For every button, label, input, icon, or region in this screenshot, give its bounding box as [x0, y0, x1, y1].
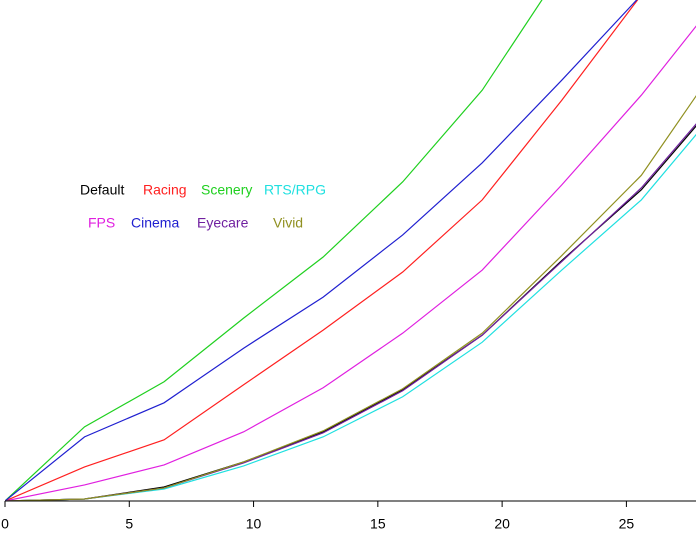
legend-entry: Scenery [201, 182, 252, 198]
series-line [5, 0, 639, 501]
x-tick-label: 5 [125, 516, 133, 532]
legend-entry: Vivid [273, 215, 303, 231]
x-tick-label: 15 [370, 516, 386, 532]
legend-entry: FPS [88, 215, 115, 231]
series-line [5, 25, 696, 501]
x-tick-label: 0 [1, 516, 9, 532]
legend-entry: Eyecare [197, 215, 249, 231]
series-line [5, 95, 696, 501]
x-tick-label: 20 [494, 516, 510, 532]
series-line [5, 0, 638, 501]
legend-entry: Default [80, 182, 124, 198]
plot-area [5, 0, 696, 501]
legend-entry: Cinema [131, 215, 179, 231]
series-line [5, 123, 696, 501]
x-tick-label: 25 [619, 516, 635, 532]
legend-entry: Racing [143, 182, 187, 198]
x-tick-label: 10 [246, 516, 262, 532]
series-line [5, 125, 696, 501]
series-line [5, 133, 696, 501]
series-line [5, 0, 543, 501]
legend-entry: RTS/RPG [264, 182, 326, 198]
